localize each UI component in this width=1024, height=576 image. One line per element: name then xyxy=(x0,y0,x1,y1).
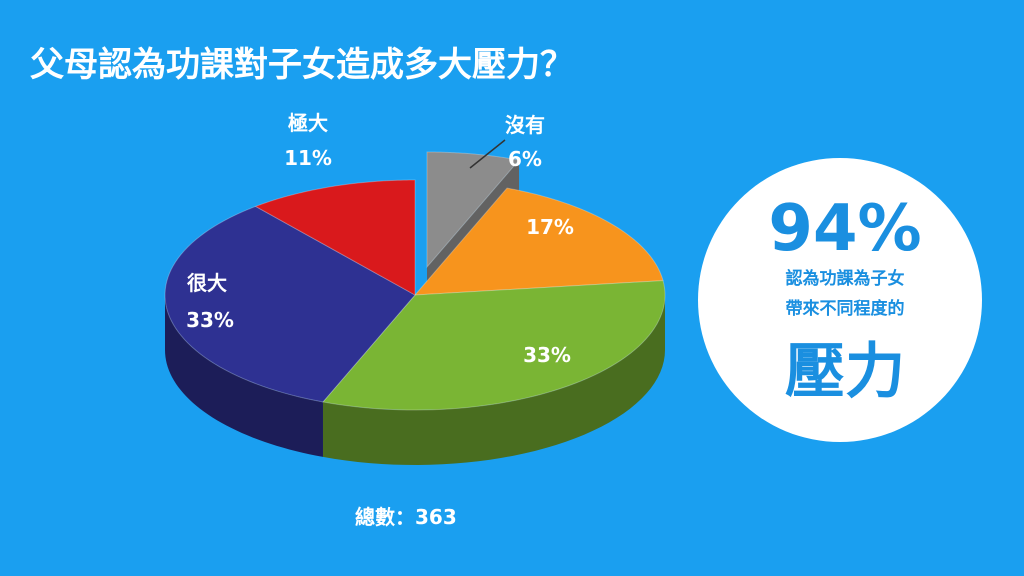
value-label: 33% xyxy=(186,308,234,332)
callout-circle xyxy=(698,158,982,442)
value-label: 33% xyxy=(523,343,571,367)
callout-line: 認為功課為子女 xyxy=(786,268,905,289)
category-label: 很大 xyxy=(187,271,227,295)
slice xyxy=(426,151,520,269)
slice xyxy=(322,280,666,411)
callout-line: 帶來不同程度的 xyxy=(786,298,905,319)
category-label: 極大 xyxy=(287,111,328,135)
chart-title: 父母認為功課對子女造成多大壓力？ xyxy=(30,45,574,85)
slice xyxy=(254,179,416,296)
callout-emphasis: 壓力 xyxy=(785,337,905,407)
slice-side xyxy=(165,295,323,457)
slice-side xyxy=(322,295,665,465)
category-label: 沒有 xyxy=(505,113,545,137)
value-label: 11% xyxy=(284,146,332,170)
note: 總數：363 xyxy=(355,505,457,529)
value-label: 17% xyxy=(526,215,574,239)
callout-headline: 94% xyxy=(768,192,921,266)
value-label: 6% xyxy=(508,147,542,171)
slice xyxy=(413,187,664,296)
slice xyxy=(164,205,416,403)
leader-line xyxy=(469,139,506,169)
